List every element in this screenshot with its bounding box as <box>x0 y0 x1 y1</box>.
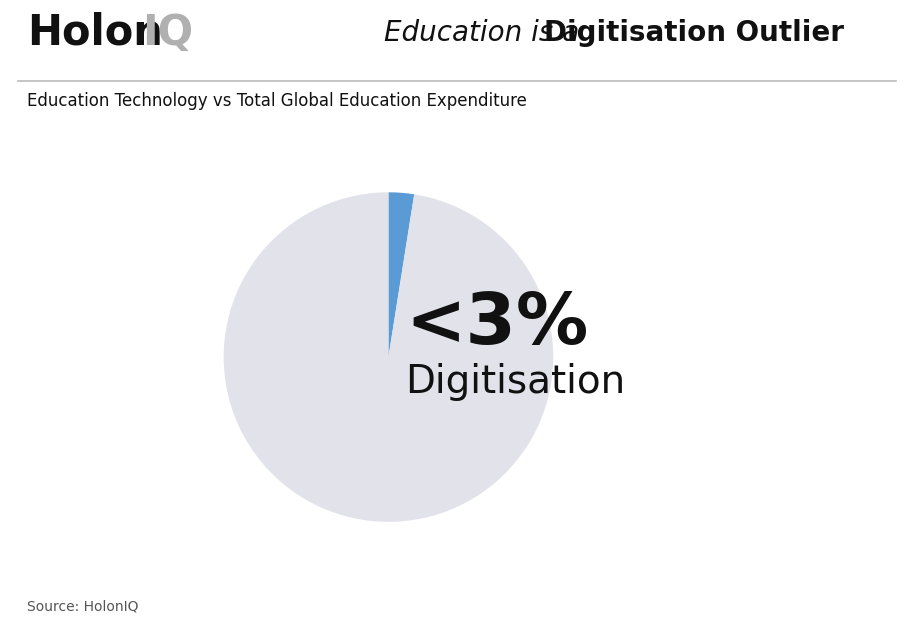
Wedge shape <box>388 192 414 357</box>
Wedge shape <box>224 192 553 522</box>
Text: Digitisation Outlier: Digitisation Outlier <box>544 19 844 47</box>
Text: <3%: <3% <box>405 289 589 358</box>
Text: Holon: Holon <box>27 12 164 54</box>
Text: Source: HolonIQ: Source: HolonIQ <box>27 600 139 614</box>
Text: Digitisation: Digitisation <box>405 363 625 401</box>
Text: Education is a: Education is a <box>384 19 588 47</box>
Text: Education Technology vs Total Global Education Expenditure: Education Technology vs Total Global Edu… <box>27 92 527 111</box>
Text: IQ: IQ <box>142 12 193 54</box>
